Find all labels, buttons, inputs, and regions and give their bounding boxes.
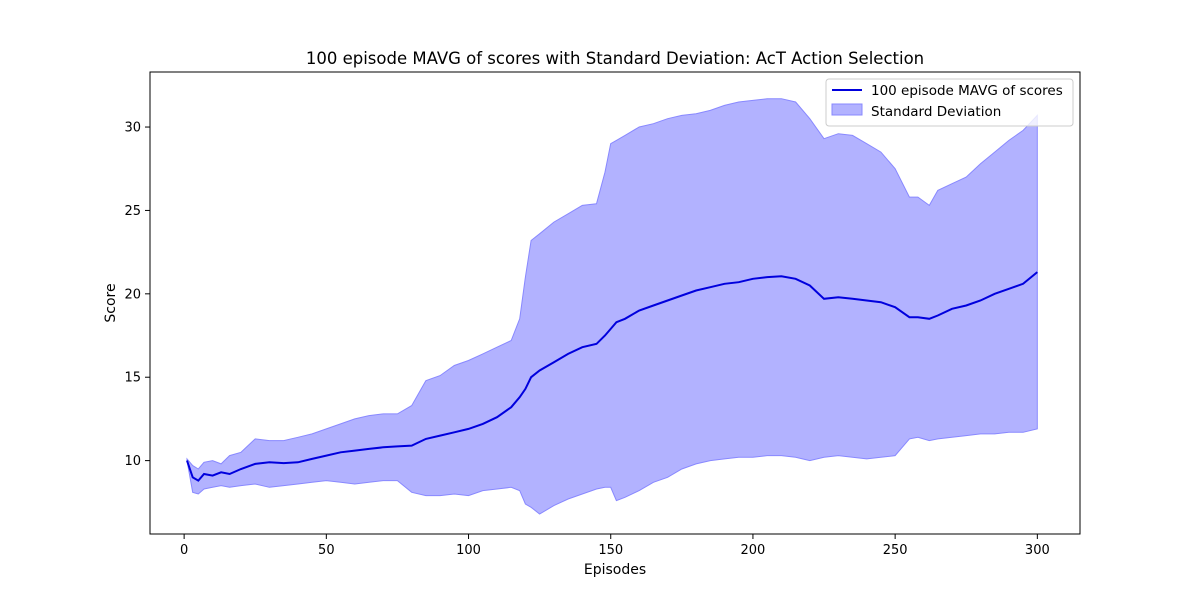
mavg-line-group xyxy=(186,271,1038,482)
x-axis-ticks: 0 50 100 150 200 250 300 xyxy=(180,534,1050,558)
y-axis-ticks: 10 15 20 25 30 xyxy=(124,121,150,469)
y-tick-label: 30 xyxy=(124,121,141,136)
x-tick-label: 0 xyxy=(180,543,188,558)
plot-frame xyxy=(149,71,1081,535)
y-axis-label: Score xyxy=(103,283,119,322)
legend-box xyxy=(825,78,1074,127)
legend-label-mavg: 100 episode MAVG of scores xyxy=(871,83,1063,99)
mavg-line xyxy=(186,271,1038,482)
chart-title: 100 episode MAVG of scores with Standard… xyxy=(306,49,924,68)
std-band-group xyxy=(186,98,1038,515)
y-tick-label: 15 xyxy=(124,371,141,386)
legend-band-swatch xyxy=(831,103,863,116)
y-tick-label: 10 xyxy=(124,454,141,469)
x-tick-label: 100 xyxy=(456,543,481,558)
x-tick-label: 250 xyxy=(883,543,908,558)
x-axis-label: Episodes xyxy=(584,562,646,578)
legend: 100 episode MAVG of scores Standard Devi… xyxy=(825,78,1074,127)
y-tick-label: 25 xyxy=(124,204,141,219)
legend-label-std: Standard Deviation xyxy=(871,104,1001,120)
x-tick-label: 150 xyxy=(598,543,623,558)
x-tick-label: 50 xyxy=(318,543,335,558)
y-tick-label: 20 xyxy=(124,287,141,302)
x-tick-label: 200 xyxy=(741,543,766,558)
std-band-area xyxy=(186,98,1038,515)
x-tick-label: 300 xyxy=(1025,543,1050,558)
